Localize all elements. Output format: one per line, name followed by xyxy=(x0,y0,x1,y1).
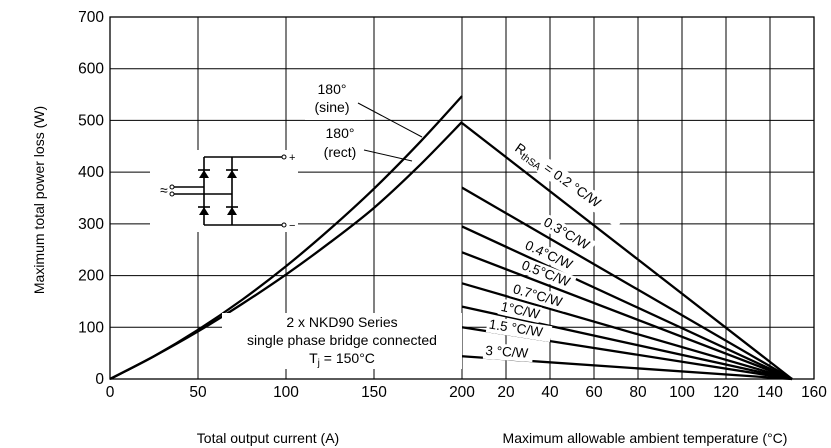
x-tick-label-left: 150 xyxy=(361,384,387,401)
note-line2: single phase bridge connected xyxy=(247,332,437,348)
minus-terminal: − xyxy=(289,220,295,232)
x-tick-label-right: 120 xyxy=(713,384,739,401)
rect-label-line1: 180° xyxy=(326,125,355,141)
note-line3: Tj = 150°C xyxy=(309,350,375,369)
rth-line-5 xyxy=(461,305,793,381)
note-block: 2 x NKD90 Series single phase bridge con… xyxy=(222,313,462,369)
rth-line-3 xyxy=(461,251,793,381)
note-tj-main: T xyxy=(309,350,318,366)
y-tick-label: 600 xyxy=(78,61,104,78)
note-line1: 2 x NKD90 Series xyxy=(286,314,397,330)
x-tick-label-left: 200 xyxy=(449,384,475,401)
rth-label-bg xyxy=(509,280,569,312)
rect-label-line2: (rect) xyxy=(324,144,357,160)
y-tick-label: 300 xyxy=(78,216,104,233)
rth-line-0 xyxy=(461,122,793,380)
note-tj-rest: = 150°C xyxy=(320,350,375,366)
ticks: 0 100 200 300 400 500 600 700 0 50 100 150 200 20 40 60… xyxy=(78,9,827,401)
x-tick-label-left: 100 xyxy=(273,384,299,401)
svg-text:RthSA = 0.2 °C/W: RthSA = 0.2 °C/W xyxy=(511,140,604,213)
rth-label-bg xyxy=(517,256,577,293)
rect-leader-line xyxy=(363,149,413,162)
x-tick-label-right: 100 xyxy=(669,384,695,401)
rth-label-bg xyxy=(538,213,597,256)
grid xyxy=(109,16,815,380)
y-tick-label: 500 xyxy=(78,112,104,129)
rth-label-bg xyxy=(482,342,534,363)
rth-label: RthSA = 0.2 °C/W xyxy=(508,137,628,229)
y-axis-title: Maximum total power loss (W) xyxy=(31,106,47,294)
rth-line-4 xyxy=(461,282,793,381)
y-tick-label: 100 xyxy=(78,319,104,336)
sine-label-line1: 180° xyxy=(318,81,347,97)
rect-label: 180° (rect) xyxy=(308,124,413,164)
sine-leader-line xyxy=(357,102,423,138)
x-tick-label-right: 40 xyxy=(541,384,559,401)
note-tj-sub: j xyxy=(317,358,320,369)
rth-label-bg xyxy=(520,236,580,276)
plot-frame xyxy=(109,16,815,380)
y-tick-label: 700 xyxy=(78,9,104,26)
x-tick-label-right: 160 xyxy=(801,384,827,401)
rth-line-2 xyxy=(461,225,793,381)
sine-label: 180° (sine) xyxy=(305,80,423,138)
x-tick-label-right: 80 xyxy=(629,384,647,401)
rth-label-group-5: 1°C/W xyxy=(497,298,542,324)
rth-label-group-6: 1.5 °C/W xyxy=(485,316,553,343)
y-tick-label: 400 xyxy=(78,164,104,181)
x-tick-label-left: 0 xyxy=(106,384,115,401)
curve-series-1 xyxy=(109,121,463,381)
plus-terminal: + xyxy=(289,152,295,164)
y-tick-label: 200 xyxy=(78,268,104,285)
ac-symbol: ≈ xyxy=(160,182,168,198)
x-axis-title-right: Maximum allowable ambient temperature (°… xyxy=(503,430,788,446)
x-tick-label-right: 140 xyxy=(757,384,783,401)
rth-label-group-7: 3 °C/W xyxy=(482,342,534,363)
rth-label-7: 3 °C/W xyxy=(485,343,529,361)
rth-label-bg xyxy=(485,316,553,343)
bridge-circuit-diagram: ≈ + − xyxy=(150,150,298,232)
y-tick-label: 0 xyxy=(95,371,104,388)
x-tick-label-right: 60 xyxy=(585,384,603,401)
left-curves xyxy=(109,95,463,381)
x-tick-label-left: 50 xyxy=(189,384,207,401)
sine-label-line2: (sine) xyxy=(314,99,349,115)
x-tick-label-right: 20 xyxy=(497,384,515,401)
x-axis-title-left: Total output current (A) xyxy=(197,430,339,446)
right-lines: 0.3°C/W0.4°C/W0.5°C/W0.7°C/W1°C/W1.5 °C/… xyxy=(461,122,793,381)
rth-label-bg xyxy=(497,298,542,324)
rth-line-1 xyxy=(461,186,793,380)
